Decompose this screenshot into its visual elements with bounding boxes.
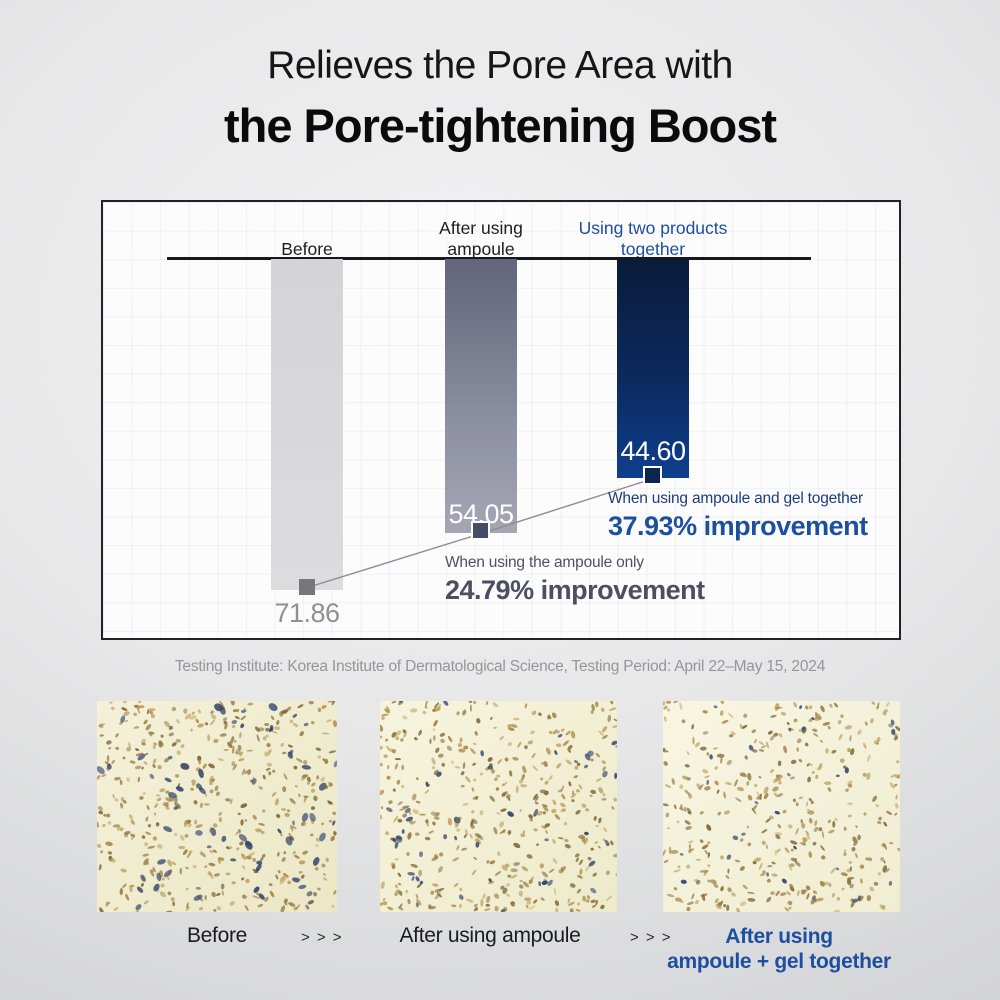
bar-after-ampoule <box>445 259 517 533</box>
annotation-ampoule-gel: When using ampoule and gel together 37.9… <box>608 490 868 542</box>
column-header-two-products-line2: together <box>620 239 686 259</box>
skin-photo-after-ampoule-gel <box>663 701 900 912</box>
column-header-before-line1: Before <box>281 239 333 259</box>
photo-label-after-ampoule: After using ampoule <box>399 924 581 947</box>
skin-photo-before <box>97 701 337 912</box>
data-point-marker-two-products <box>643 466 662 485</box>
page-title-line2: the Pore-tightening Boost <box>223 99 777 152</box>
annotation-ampoule-gel-caption: When using ampoule and gel together <box>608 490 863 507</box>
bar-value-before: 71.86 <box>274 598 340 628</box>
chart-panel: Before After using ampoule Using two pro… <box>101 200 901 640</box>
column-header-after-ampoule-line1: After using <box>439 218 523 238</box>
photo-label-after-both: After using ampoule + gel together <box>649 924 909 974</box>
bar-before <box>271 259 343 590</box>
column-header-two-products-line1: Using two products <box>578 218 728 238</box>
annotation-ampoule-only-caption: When using the ampoule only <box>445 554 644 571</box>
testing-institute-footnote: Testing Institute: Korea Institute of De… <box>174 658 826 675</box>
bar-value-after-ampoule: 54.05 <box>448 499 514 529</box>
photo-label-after-both-line1: After using <box>725 925 833 948</box>
bar-value-two-products: 44.60 <box>620 436 686 466</box>
photo-label-before: Before <box>186 924 248 947</box>
bar-two-products <box>617 259 689 478</box>
chevrons-separator-2: > > > <box>629 929 673 946</box>
page-title-line1: Relieves the Pore Area with <box>267 44 733 87</box>
column-header-before: Before <box>217 212 397 260</box>
column-header-two-products: Using two products together <box>563 212 743 260</box>
annotation-ampoule-gel-result: 37.93% improvement <box>608 511 868 541</box>
annotation-ampoule-only: When using the ampoule only 24.79% impro… <box>445 554 705 606</box>
column-header-after-ampoule: After using ampoule <box>391 212 571 260</box>
annotation-ampoule-only-result: 24.79% improvement <box>445 575 705 605</box>
chevrons-separator-1: > > > <box>300 929 344 946</box>
skin-photo-after-ampoule <box>380 701 617 912</box>
data-point-marker-after-ampoule <box>471 521 490 540</box>
chart-baseline <box>167 257 811 260</box>
photo-label-after-both-line2: ampoule + gel together <box>667 950 891 973</box>
data-point-marker-before <box>299 579 315 595</box>
column-header-after-ampoule-line2: ampoule <box>447 239 515 259</box>
